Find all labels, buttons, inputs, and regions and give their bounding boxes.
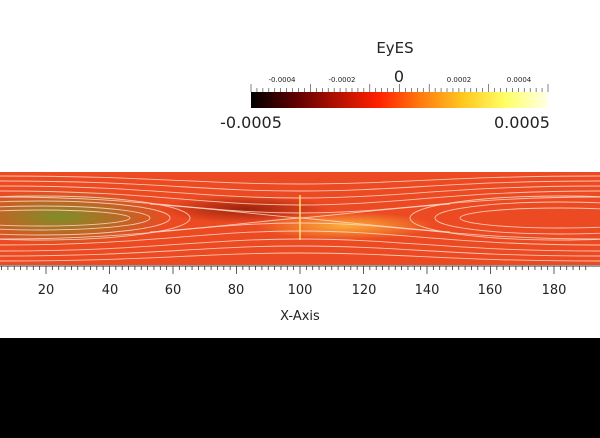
island-loop xyxy=(0,200,171,236)
x-tick-label: 180 xyxy=(542,283,567,298)
streamlines xyxy=(0,175,600,262)
streamline xyxy=(0,245,600,257)
island-loop xyxy=(434,201,600,235)
island-loop xyxy=(0,195,191,241)
bottom-panel xyxy=(0,338,600,438)
island-loop xyxy=(0,205,151,231)
colorbar-title: EyES xyxy=(376,39,413,57)
colorbar-min-label: -0.0005 xyxy=(220,113,282,132)
render-scene: EyES -0.0004 -0.0002 0 0.0002 0.0004 -0.… xyxy=(0,39,600,324)
colorbar-max-label: 0.0005 xyxy=(494,113,550,132)
colorbar-tick-label: -0.0004 xyxy=(268,76,296,84)
x-axis: 20 40 60 80 100 120 140 160 180 X-Axis xyxy=(0,265,600,324)
x-tick-label: 160 xyxy=(478,283,503,298)
colorbar-ticks xyxy=(250,84,549,92)
streamline xyxy=(0,175,600,185)
field-plot xyxy=(0,172,600,265)
colorbar-gradient xyxy=(251,92,548,108)
render-viewport[interactable]: EyES -0.0004 -0.0002 0 0.0002 0.0004 -0.… xyxy=(0,0,600,338)
colorbar-tick-label: -0.0002 xyxy=(328,76,355,84)
colorbar-tick-label: 0.0004 xyxy=(507,76,532,84)
island-loop xyxy=(409,195,600,241)
colorbar-legend: EyES -0.0004 -0.0002 0 0.0002 0.0004 -0.… xyxy=(220,39,550,132)
x-tick-label: 20 xyxy=(38,283,55,298)
x-tick-label: 40 xyxy=(102,283,119,298)
x-tick-label: 120 xyxy=(352,283,377,298)
colorbar-center-label: 0 xyxy=(394,67,404,86)
colorbar-tick-label: 0.0002 xyxy=(447,76,472,84)
x-tick-label: 80 xyxy=(228,283,245,298)
island-loop xyxy=(0,209,131,227)
streamline xyxy=(0,252,600,262)
x-tick-label: 140 xyxy=(415,283,440,298)
island-loop xyxy=(459,207,600,229)
x-tick-label: 60 xyxy=(165,283,182,298)
x-axis-ticks xyxy=(1,266,587,274)
x-axis-title: X-Axis xyxy=(280,309,320,324)
x-tick-label: 100 xyxy=(288,283,313,298)
streamline xyxy=(0,180,600,192)
